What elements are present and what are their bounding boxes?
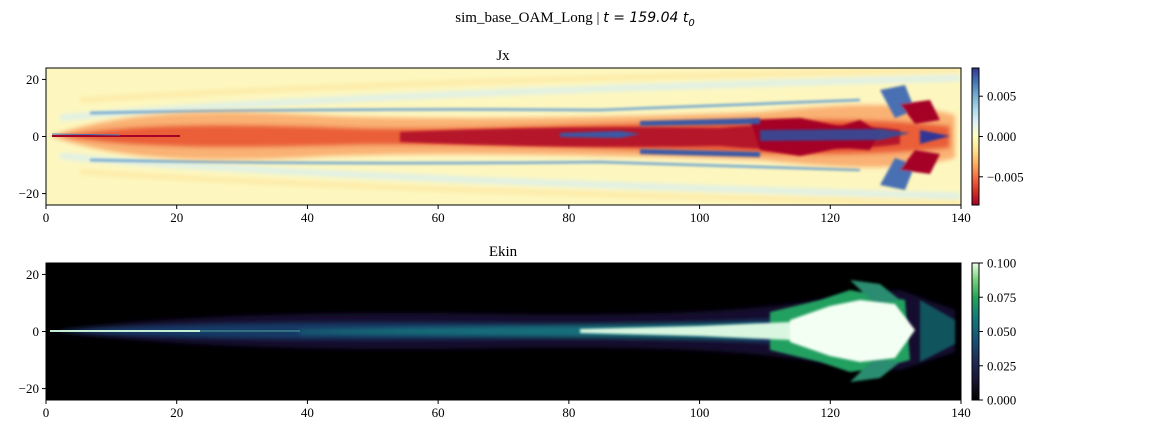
panel-ekin: Ekin 0 20 40 60 80 10 <box>19 244 1017 420</box>
jx-xtick-label: 0 <box>43 210 50 225</box>
ekin-xticks: 0 20 40 60 80 100 120 140 <box>43 400 971 420</box>
ekin-xtick-label: 120 <box>821 405 841 420</box>
jx-xtick-label: 80 <box>562 210 575 225</box>
figure-title-sub: 0 <box>688 18 694 29</box>
ekin-yticks: −20 0 20 <box>19 267 46 396</box>
jx-ytick-label: −20 <box>19 186 39 201</box>
figure-title: sim_base_OAM_Long | t = 159.04 t0 <box>455 10 694 29</box>
ekin-xtick-label: 20 <box>170 405 183 420</box>
jx-colorbar-tick-label: −0.005 <box>987 169 1024 184</box>
jx-xtick-label: 140 <box>951 210 971 225</box>
ekin-xtick-label: 0 <box>43 405 50 420</box>
jx-colorbar-tick-label: 0.000 <box>987 129 1016 144</box>
jx-xticks: 0 20 40 60 80 100 120 140 <box>43 205 971 225</box>
ekin-ytick-label: 20 <box>26 267 39 282</box>
jx-xtick-label: 120 <box>821 210 841 225</box>
jx-ytick-label: 0 <box>33 129 40 144</box>
ekin-colorbar-tick-label: 0.075 <box>987 290 1016 305</box>
jx-xtick-label: 100 <box>690 210 710 225</box>
panel-jx-title: Jx <box>496 48 510 64</box>
jx-xtick-label: 20 <box>170 210 183 225</box>
ekin-colorbar-tick-label: 0.100 <box>987 256 1016 271</box>
ekin-colorbar-tick-label: 0.025 <box>987 358 1016 373</box>
ekin-xtick-label: 140 <box>951 405 971 420</box>
jx-colorbar <box>972 68 979 205</box>
ekin-xtick-label: 100 <box>690 405 710 420</box>
ekin-xtick-label: 40 <box>301 405 314 420</box>
ekin-colorbar <box>972 263 979 400</box>
jx-xtick-label: 40 <box>301 210 314 225</box>
panel-ekin-title: Ekin <box>489 244 518 260</box>
ekin-heatmap <box>46 263 961 400</box>
ekin-colorbar-ticks: 0.000 0.025 0.050 0.075 0.100 <box>979 256 1016 408</box>
figure-title-prefix: sim_base_OAM_Long | <box>455 10 603 26</box>
jx-heatmap <box>46 68 961 205</box>
ekin-xtick-label: 60 <box>432 405 445 420</box>
jx-xtick-label: 60 <box>432 210 445 225</box>
ekin-colorbar-tick-label: 0.000 <box>987 393 1016 408</box>
jx-ytick-label: 20 <box>26 72 39 87</box>
ekin-ytick-label: −20 <box>19 381 39 396</box>
ekin-ytick-label: 0 <box>33 324 40 339</box>
ekin-colorbar-tick-label: 0.050 <box>987 324 1016 339</box>
jx-colorbar-ticks: −0.005 0.000 0.005 <box>979 89 1024 184</box>
jx-colorbar-tick-label: 0.005 <box>987 89 1016 104</box>
jx-yticks: −20 0 20 <box>19 72 46 201</box>
panel-jx: Jx <box>19 48 1024 225</box>
figure-title-math: t = 159.04 t <box>603 10 689 26</box>
ekin-xtick-label: 80 <box>562 405 575 420</box>
